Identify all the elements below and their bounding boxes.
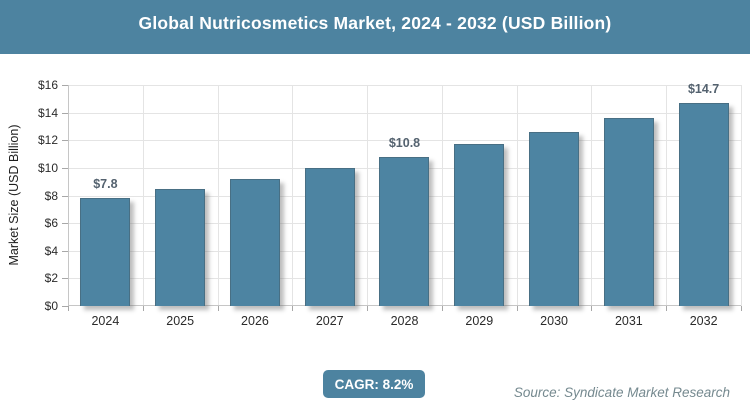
- gridline-horizontal: [68, 140, 741, 142]
- x-tick-label-2024: 2024: [91, 314, 120, 328]
- y-axis-tick: [62, 306, 68, 307]
- data-label-2024: $7.8: [93, 177, 118, 192]
- data-label-2028: $10.8: [388, 135, 421, 150]
- bar-column-2032: $14.7: [666, 81, 741, 306]
- gridline-vertical: [142, 85, 144, 306]
- y-tick-label: $4: [44, 243, 58, 258]
- plot-area: $7.8 $10.8 $14.7: [68, 81, 742, 311]
- bar-2032: [678, 102, 729, 306]
- y-axis-tick: [62, 167, 68, 169]
- x-tick-label-2025: 2025: [166, 314, 195, 328]
- gridline-vertical: [741, 85, 742, 306]
- bar-2028: [379, 156, 430, 306]
- x-tick-label-2032: 2032: [689, 314, 718, 328]
- gridline-vertical: [292, 85, 294, 306]
- x-axis-tick: [516, 306, 518, 311]
- x-tick-label-2029: 2029: [465, 314, 494, 328]
- x-axis-labels: 2024 2025 2026 2027 2028 2029 2030 2031 2032: [68, 314, 741, 332]
- x-axis-tick: [441, 306, 443, 311]
- y-axis-tick: [62, 195, 68, 197]
- x-axis-tick: [142, 306, 144, 311]
- x-axis-tick: [591, 306, 593, 311]
- chart-title-bar: Global Nutricosmetics Market, 2024 - 203…: [0, 0, 750, 54]
- bar-2024: [80, 198, 131, 306]
- y-axis-tick: [62, 140, 68, 142]
- x-axis-tick: [367, 306, 369, 311]
- source-attribution: Source: Syndicate Market Research: [513, 385, 730, 400]
- y-tick-label: $16: [37, 78, 58, 92]
- y-tick-label: $8: [44, 188, 58, 203]
- bar-column-2029: [442, 85, 517, 306]
- y-axis-tick: [62, 250, 68, 252]
- y-tick-label: $10: [37, 160, 58, 175]
- x-axis-tick: [217, 306, 219, 311]
- bar-2029: [454, 144, 505, 306]
- bar-column-2030: [517, 85, 592, 306]
- gridline-vertical: [367, 85, 369, 306]
- bar-column-2031: [591, 85, 666, 306]
- gridline-horizontal: [68, 85, 741, 86]
- y-axis-tick: [62, 223, 68, 225]
- bar-column-2026: [218, 85, 293, 306]
- y-tick-label: $0: [44, 299, 58, 313]
- x-tick-label-2030: 2030: [540, 314, 568, 328]
- x-axis-tick: [292, 306, 294, 311]
- bar-column-2025: [143, 85, 218, 306]
- y-axis-tick: [62, 278, 68, 280]
- y-axis-tick: [62, 112, 68, 114]
- x-axis-tick: [666, 306, 668, 311]
- x-tick-label-2028: 2028: [390, 314, 419, 328]
- y-axis-tick: [62, 85, 68, 86]
- bar-2027: [304, 167, 355, 306]
- y-tick-label: $6: [44, 216, 58, 231]
- gridline-horizontal: [68, 112, 741, 114]
- bar-column-2028: $10.8: [367, 85, 442, 306]
- y-axis: $16 $14 $12 $10 $8 $6 $4 $2 $0: [0, 78, 68, 313]
- bar-column-2024: $7.8: [68, 85, 143, 306]
- y-tick-label: $2: [44, 271, 58, 286]
- bar-2025: [155, 188, 206, 306]
- gridline-vertical: [516, 85, 518, 306]
- gridline-vertical: [666, 85, 668, 306]
- chart-title: Global Nutricosmetics Market, 2024 - 203…: [138, 12, 612, 33]
- bar-2026: [229, 178, 280, 306]
- bar-2031: [603, 118, 654, 306]
- cagr-badge: CAGR: 8.2%: [323, 370, 425, 398]
- x-tick-label-2026: 2026: [241, 314, 269, 328]
- bar-2030: [529, 131, 580, 306]
- gridline-vertical: [591, 85, 593, 306]
- y-axis-line: [68, 85, 69, 306]
- gridline-vertical: [217, 85, 219, 306]
- gridline-vertical: [441, 85, 443, 306]
- y-tick-label: $14: [37, 105, 58, 120]
- x-tick-label-2027: 2027: [315, 314, 344, 328]
- data-label-2032: $14.7: [687, 81, 720, 96]
- bar-column-2027: [292, 85, 367, 306]
- x-axis-tick: [68, 306, 69, 311]
- x-axis-tick: [741, 306, 742, 311]
- x-tick-label-2031: 2031: [614, 314, 643, 328]
- y-tick-label: $12: [37, 133, 58, 148]
